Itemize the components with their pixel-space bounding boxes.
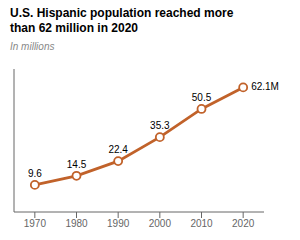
svg-text:1990: 1990: [107, 218, 130, 229]
html-text:In millions: In millions: [10, 41, 55, 52]
svg-text:50.5: 50.5: [192, 92, 212, 103]
svg-text:9.6: 9.6: [28, 168, 42, 179]
svg-text:2020: 2020: [232, 218, 255, 229]
html-text:U.S. Hispanic population reach: U.S. Hispanic population reached more: [10, 6, 234, 20]
svg-text:14.5: 14.5: [67, 159, 87, 170]
svg-text:62.1M: 62.1M: [251, 81, 279, 92]
svg-text:1970: 1970: [24, 218, 47, 229]
svg-text:2010: 2010: [190, 218, 213, 229]
svg-text:2000: 2000: [149, 218, 172, 229]
svg-text:1980: 1980: [65, 218, 88, 229]
svg-text:22.4: 22.4: [108, 144, 128, 155]
svg-text:35.3: 35.3: [150, 120, 170, 131]
html-text:than 62 million in 2020: than 62 million in 2020: [10, 21, 138, 35]
